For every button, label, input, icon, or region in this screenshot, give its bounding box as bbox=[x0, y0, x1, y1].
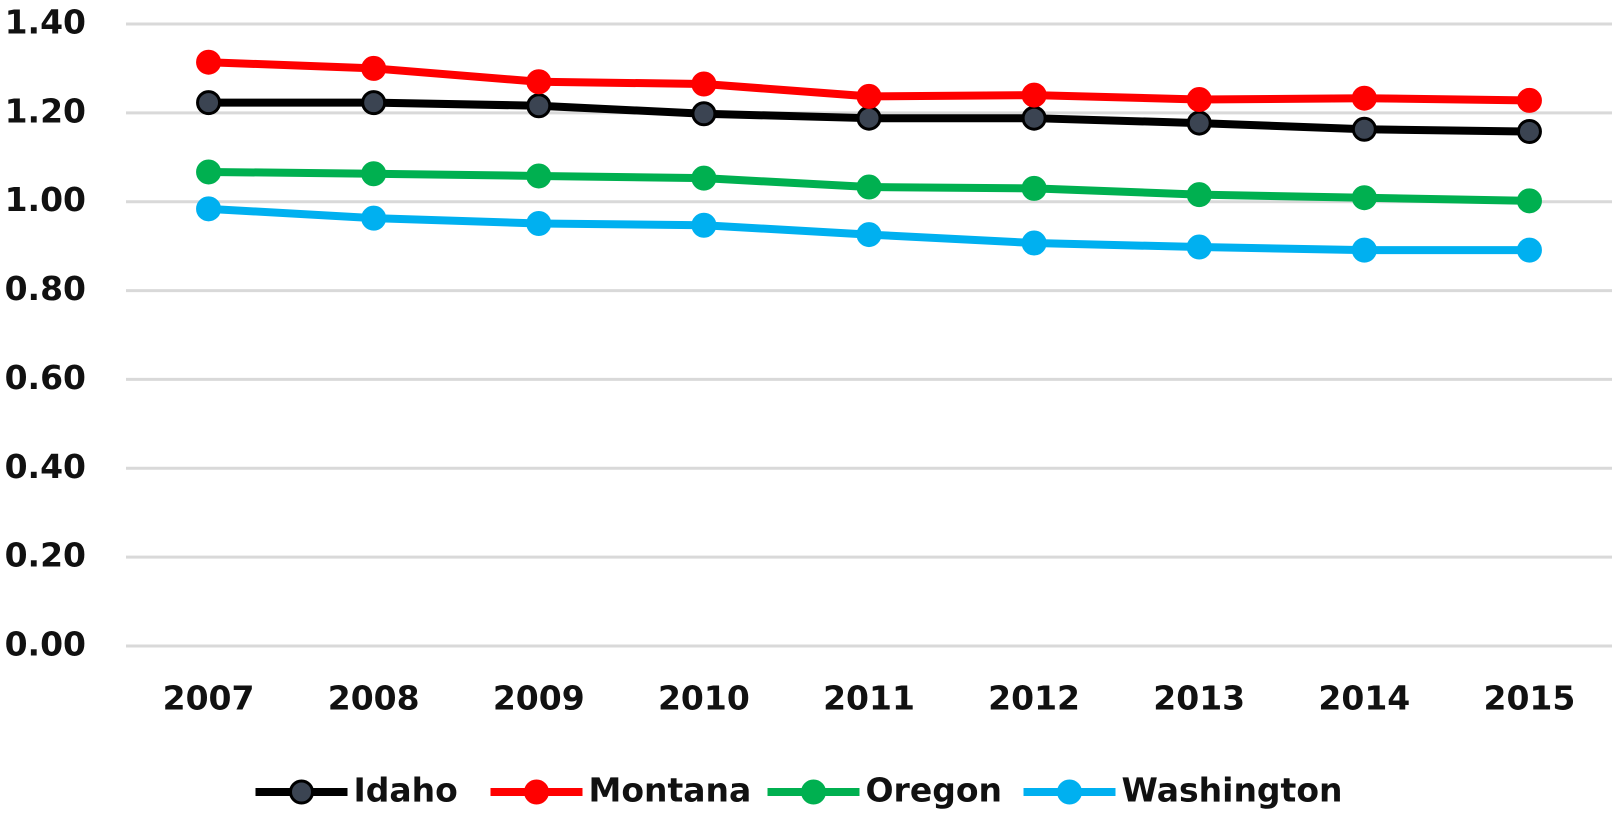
legend-label: Oregon bbox=[866, 771, 1003, 810]
x-tick-label: 2012 bbox=[988, 679, 1080, 718]
marker bbox=[1186, 110, 1212, 136]
marker bbox=[1516, 119, 1542, 145]
marker bbox=[1351, 116, 1377, 142]
legend-marker bbox=[289, 779, 314, 805]
marker bbox=[1186, 182, 1212, 208]
marker bbox=[1021, 230, 1047, 256]
marker bbox=[196, 49, 222, 75]
marker bbox=[1186, 234, 1212, 260]
legend-label: Montana bbox=[589, 771, 752, 810]
y-tick-label: 0.40 bbox=[5, 447, 86, 486]
x-tick-label: 2007 bbox=[163, 679, 255, 718]
y-tick-label: 0.20 bbox=[5, 536, 86, 575]
x-tick-label: 2013 bbox=[1153, 679, 1245, 718]
marker bbox=[1516, 87, 1542, 113]
marker bbox=[196, 90, 222, 116]
marker bbox=[856, 174, 882, 200]
legend-marker bbox=[801, 779, 826, 805]
marker bbox=[691, 101, 717, 127]
x-tick-label: 2015 bbox=[1484, 679, 1576, 718]
y-tick-label: 0.60 bbox=[5, 358, 86, 397]
legend-marker bbox=[524, 779, 549, 805]
marker bbox=[1021, 175, 1047, 201]
x-tick-label: 2008 bbox=[328, 679, 420, 718]
y-tick-label: 1.00 bbox=[5, 180, 86, 219]
marker bbox=[526, 69, 552, 95]
marker bbox=[1516, 188, 1542, 214]
marker bbox=[361, 55, 387, 81]
marker bbox=[856, 222, 882, 248]
marker bbox=[1186, 87, 1212, 113]
marker bbox=[1351, 185, 1377, 211]
marker bbox=[361, 90, 387, 116]
marker bbox=[361, 161, 387, 187]
marker bbox=[856, 83, 882, 109]
marker bbox=[856, 105, 882, 131]
y-tick-label: 1.20 bbox=[5, 91, 86, 130]
legend-label: Washington bbox=[1122, 771, 1343, 810]
marker bbox=[196, 159, 222, 185]
x-tick-label: 2010 bbox=[658, 679, 750, 718]
marker bbox=[1021, 82, 1047, 108]
marker bbox=[691, 212, 717, 238]
marker bbox=[526, 93, 552, 119]
x-tick-label: 2014 bbox=[1318, 679, 1410, 718]
y-tick-label: 0.00 bbox=[5, 625, 86, 664]
marker bbox=[1351, 85, 1377, 111]
marker bbox=[361, 205, 387, 231]
marker bbox=[526, 163, 552, 189]
marker bbox=[526, 210, 552, 236]
marker bbox=[196, 196, 222, 222]
marker bbox=[691, 71, 717, 97]
marker bbox=[691, 165, 717, 191]
marker bbox=[1351, 237, 1377, 263]
x-tick-label: 2011 bbox=[823, 679, 915, 718]
marker bbox=[1516, 237, 1542, 263]
x-tick-label: 2009 bbox=[493, 679, 585, 718]
legend-marker bbox=[1057, 779, 1082, 805]
y-tick-label: 0.80 bbox=[5, 269, 86, 308]
y-tick-label: 1.40 bbox=[5, 3, 86, 42]
marker bbox=[1021, 105, 1047, 131]
legend-label: Idaho bbox=[354, 771, 458, 810]
